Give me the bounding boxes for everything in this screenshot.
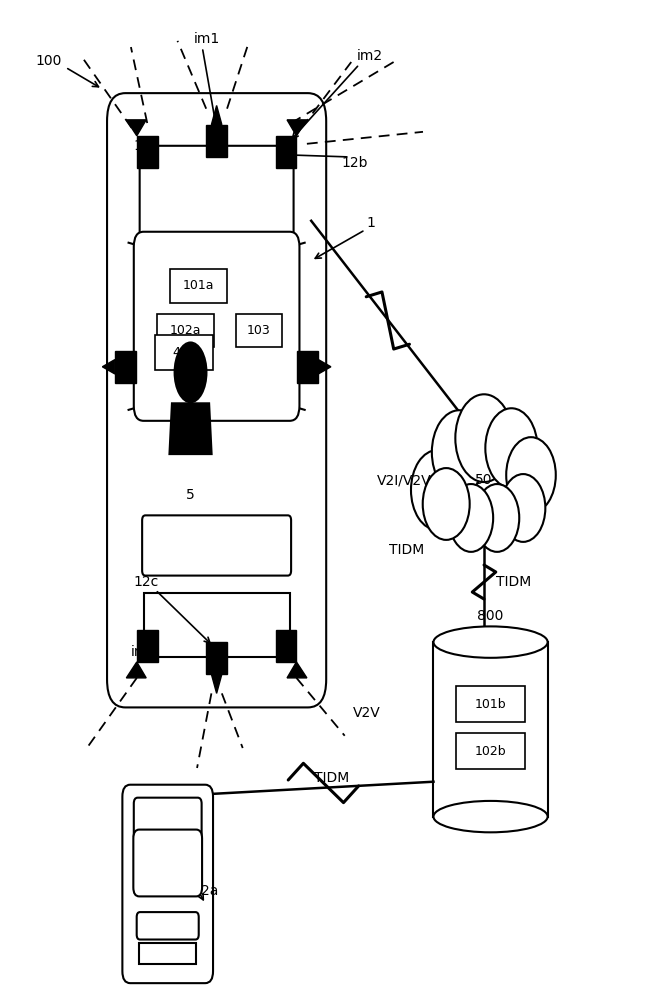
Polygon shape <box>212 674 222 693</box>
Ellipse shape <box>174 341 208 403</box>
Bar <box>170 269 227 303</box>
Polygon shape <box>126 120 146 136</box>
Ellipse shape <box>434 626 548 658</box>
Text: 12b: 12b <box>342 156 368 170</box>
Circle shape <box>506 437 556 513</box>
Text: 100: 100 <box>35 54 62 68</box>
Text: 101b: 101b <box>475 698 506 711</box>
FancyBboxPatch shape <box>134 232 299 421</box>
Circle shape <box>485 408 538 488</box>
Polygon shape <box>206 125 227 157</box>
Text: 102b: 102b <box>475 745 506 758</box>
Polygon shape <box>137 136 158 168</box>
Ellipse shape <box>434 801 548 832</box>
Polygon shape <box>297 351 318 383</box>
Text: V2I/V2V: V2I/V2V <box>377 473 431 487</box>
FancyBboxPatch shape <box>137 912 198 940</box>
Text: im2: im2 <box>357 49 383 63</box>
Bar <box>143 593 290 657</box>
Polygon shape <box>206 642 227 674</box>
Polygon shape <box>287 120 307 136</box>
Text: TIDM: TIDM <box>496 575 531 589</box>
Bar <box>457 733 525 769</box>
FancyBboxPatch shape <box>140 146 293 244</box>
Circle shape <box>501 474 546 542</box>
Bar <box>140 943 196 964</box>
Text: 5: 5 <box>186 488 195 502</box>
Text: V2V: V2V <box>353 706 381 720</box>
Text: 800: 800 <box>477 609 504 623</box>
Text: 103: 103 <box>247 324 271 337</box>
Text: 400: 400 <box>172 346 196 359</box>
Text: 12c: 12c <box>134 575 159 589</box>
FancyBboxPatch shape <box>134 830 202 896</box>
Circle shape <box>432 410 487 494</box>
Polygon shape <box>168 402 213 455</box>
Circle shape <box>411 450 463 530</box>
Polygon shape <box>115 351 136 383</box>
Text: 2a: 2a <box>202 884 219 898</box>
Text: TIDM: TIDM <box>390 543 424 557</box>
Bar <box>457 686 525 722</box>
FancyBboxPatch shape <box>122 785 213 983</box>
Circle shape <box>475 484 519 552</box>
FancyBboxPatch shape <box>107 93 326 707</box>
Bar <box>236 314 282 347</box>
Circle shape <box>449 484 493 552</box>
Text: 102a: 102a <box>170 324 201 337</box>
Bar <box>157 314 214 347</box>
Text: 50: 50 <box>476 473 493 487</box>
Text: im1: im1 <box>194 32 220 46</box>
Text: im3: im3 <box>130 645 157 659</box>
Text: 1: 1 <box>367 216 375 230</box>
Polygon shape <box>126 662 146 678</box>
Text: TIDM: TIDM <box>314 771 349 785</box>
FancyBboxPatch shape <box>142 515 291 576</box>
Polygon shape <box>212 105 222 125</box>
Polygon shape <box>137 630 158 662</box>
Circle shape <box>455 394 513 482</box>
Circle shape <box>422 468 470 540</box>
Polygon shape <box>276 136 297 168</box>
FancyBboxPatch shape <box>134 798 202 841</box>
Polygon shape <box>287 662 307 678</box>
Polygon shape <box>276 630 297 662</box>
Text: 12a: 12a <box>133 139 159 153</box>
Polygon shape <box>102 360 115 374</box>
Bar <box>155 335 213 370</box>
Text: 101a: 101a <box>183 279 214 292</box>
Polygon shape <box>318 360 331 374</box>
